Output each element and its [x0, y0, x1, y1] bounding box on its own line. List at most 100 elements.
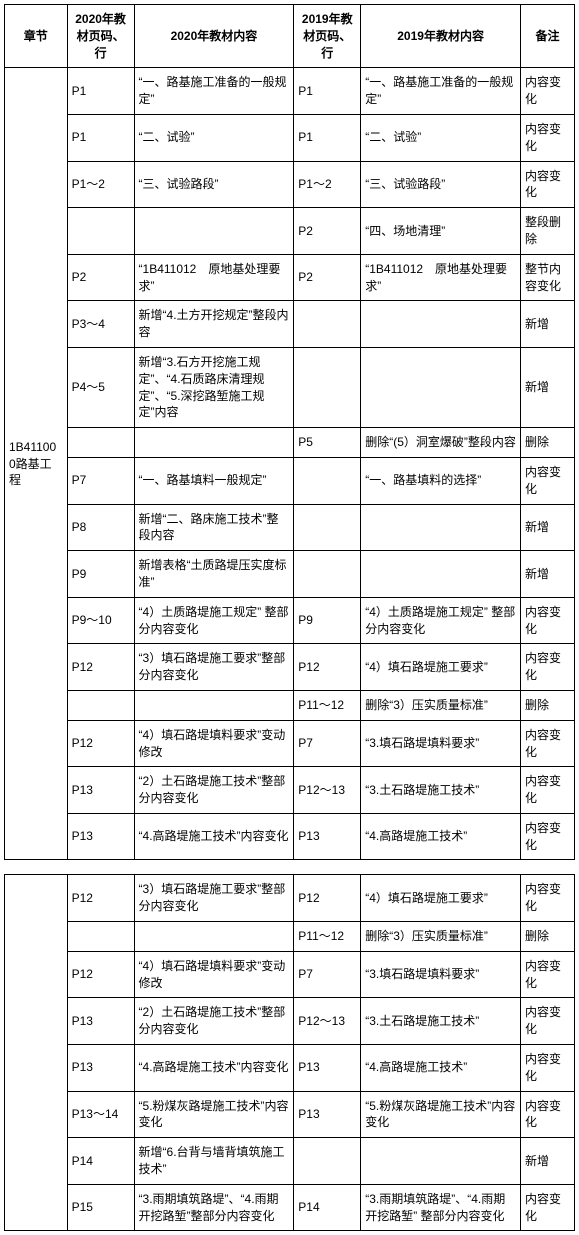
- chapter-cell-empty: [5, 875, 68, 1231]
- page2020-cell: P13: [67, 1045, 134, 1092]
- page2019-cell: [294, 301, 361, 348]
- remark-cell: 整节内容变化: [520, 254, 574, 301]
- page2019-cell: P13: [294, 1045, 361, 1092]
- header-chapter: 章节: [5, 5, 68, 68]
- header-remark: 备注: [520, 5, 574, 68]
- content2019-cell: [361, 301, 521, 348]
- page2019-cell: P2: [294, 254, 361, 301]
- table-row: P2“1B411012 原地基处理要求”P2“1B411012 原地基处理要求”…: [5, 254, 575, 301]
- page2020-cell: [67, 922, 134, 952]
- content2020-cell: [134, 428, 294, 458]
- remark-cell: 内容变化: [520, 951, 574, 998]
- remark-cell: 内容变化: [520, 161, 574, 208]
- table-row: P13“2）土石路堤施工技术”整部分内容变化P12～13“3.土石路堤施工技术”…: [5, 767, 575, 814]
- comparison-table-wrapper: 章节 2020年教材页码、行 2020年教材内容 2019年教材页码、行 201…: [4, 4, 575, 860]
- remark-cell: 内容变化: [520, 68, 574, 115]
- header-page2020: 2020年教材页码、行: [67, 5, 134, 68]
- content2019-cell: “3.土石路堤施工技术”: [361, 767, 521, 814]
- remark-cell: 新增: [520, 301, 574, 348]
- remark-cell: 删除: [520, 922, 574, 952]
- page2019-cell: P7: [294, 720, 361, 767]
- comparison-table-b: P12“3）填石路堤施工要求”整部分内容变化P12“4）填石路堤施工要求”内容变…: [4, 874, 575, 1231]
- content2019-cell: [361, 1138, 521, 1185]
- table-row: P2“四、场地清理”整段删除: [5, 208, 575, 255]
- page2019-cell: P12: [294, 644, 361, 691]
- remark-cell: 内容变化: [520, 720, 574, 767]
- remark-cell: 内容变化: [520, 1184, 574, 1231]
- table-row: P5删除“(5）洞室爆破”整段内容删除: [5, 428, 575, 458]
- comparison-table: 章节 2020年教材页码、行 2020年教材内容 2019年教材页码、行 201…: [4, 4, 575, 860]
- content2019-cell: “3.雨期填筑路堤”、“4.雨期开挖路堑” 整部分内容变化: [361, 1184, 521, 1231]
- content2019-cell: [361, 551, 521, 598]
- table-row: P13“2）土石路堤施工技术”整部分内容变化P12～13“3.土石路堤施工技术”…: [5, 998, 575, 1045]
- table-row: P13“4.高路堤施工技术”内容变化P13“4.高路堤施工技术”内容变化: [5, 813, 575, 860]
- remark-cell: 内容变化: [520, 875, 574, 922]
- page2019-cell: P14: [294, 1184, 361, 1231]
- header-content2019: 2019年教材内容: [361, 5, 521, 68]
- page2020-cell: P14: [67, 1138, 134, 1185]
- remark-cell: 新增: [520, 551, 574, 598]
- table-row: P1“二、试验”P1“二、试验”内容变化: [5, 114, 575, 161]
- content2020-cell: “三、试验路段”: [134, 161, 294, 208]
- content2019-cell: [361, 504, 521, 551]
- page2019-cell: P1: [294, 114, 361, 161]
- page2020-cell: P7: [67, 457, 134, 504]
- page2020-cell: P12: [67, 720, 134, 767]
- table-row: P11～12删除“3）压实质量标准”删除: [5, 922, 575, 952]
- content2019-cell: “4.高路堤施工技术”: [361, 813, 521, 860]
- remark-cell: 内容变化: [520, 1045, 574, 1092]
- content2019-cell: “一、路基施工准备的一般规定”: [361, 68, 521, 115]
- table-row: P1～2“三、试验路段”P1～2“三、试验路段”内容变化: [5, 161, 575, 208]
- page2020-cell: P8: [67, 504, 134, 551]
- content2020-cell: “1B411012 原地基处理要求”: [134, 254, 294, 301]
- content2020-cell: 新增“4.土方开挖规定”整段内容: [134, 301, 294, 348]
- remark-cell: 整段删除: [520, 208, 574, 255]
- page2020-cell: P4～5: [67, 347, 134, 427]
- page2020-cell: P9: [67, 551, 134, 598]
- page2020-cell: P1: [67, 114, 134, 161]
- content2020-cell: “4.高路堤施工技术”内容变化: [134, 1045, 294, 1092]
- header-page2019: 2019年教材页码、行: [294, 5, 361, 68]
- page2020-cell: [67, 428, 134, 458]
- content2019-cell: “4）填石路堤施工要求”: [361, 875, 521, 922]
- page2019-cell: P12～13: [294, 998, 361, 1045]
- remark-cell: 内容变化: [520, 1091, 574, 1138]
- comparison-table-wrapper-b: P12“3）填石路堤施工要求”整部分内容变化P12“4）填石路堤施工要求”内容变…: [4, 874, 575, 1231]
- remark-cell: 内容变化: [520, 644, 574, 691]
- content2019-cell: “3.土石路堤施工技术”: [361, 998, 521, 1045]
- table-row: P12“3）填石路堤施工要求”整部分内容变化P12“4）填石路堤施工要求”内容变…: [5, 644, 575, 691]
- page2019-cell: P11～12: [294, 690, 361, 720]
- content2020-cell: 新增表格“土质路堤压实度标准”: [134, 551, 294, 598]
- page2019-cell: P13: [294, 813, 361, 860]
- content2019-cell: “5.粉煤灰路堤施工技术”内容变化: [361, 1091, 521, 1138]
- content2019-cell: 删除“3）压实质量标准”: [361, 922, 521, 952]
- header-row: 章节 2020年教材页码、行 2020年教材内容 2019年教材页码、行 201…: [5, 5, 575, 68]
- page2019-cell: P1～2: [294, 161, 361, 208]
- content2020-cell: “4.高路堤施工技术”内容变化: [134, 813, 294, 860]
- table-row: P8新增“二、路床施工技术”整段内容新增: [5, 504, 575, 551]
- table-row: P13～14“5.粉煤灰路堤施工技术”内容变化P13“5.粉煤灰路堤施工技术”内…: [5, 1091, 575, 1138]
- table-row: P14新增“6.台背与墙背填筑施工技术”新增: [5, 1138, 575, 1185]
- page2019-cell: P2: [294, 208, 361, 255]
- page2020-cell: P15: [67, 1184, 134, 1231]
- page2019-cell: P12: [294, 875, 361, 922]
- page2020-cell: P12: [67, 951, 134, 998]
- content2019-cell: “3.填石路堤填料要求”: [361, 951, 521, 998]
- remark-cell: 内容变化: [520, 597, 574, 644]
- table-row: P3～4新增“4.土方开挖规定”整段内容新增: [5, 301, 575, 348]
- page2019-cell: P9: [294, 597, 361, 644]
- content2019-cell: “4）土质路堤施工规定” 整部分内容变化: [361, 597, 521, 644]
- content2020-cell: 新增“二、路床施工技术”整段内容: [134, 504, 294, 551]
- content2019-cell: “4.高路堤施工技术”: [361, 1045, 521, 1092]
- content2020-cell: “3.雨期填筑路堤”、“4.雨期开挖路堑”整部分内容变化: [134, 1184, 294, 1231]
- remark-cell: 内容变化: [520, 813, 574, 860]
- content2020-cell: “一、路基填料一般规定”: [134, 457, 294, 504]
- page2020-cell: P1～2: [67, 161, 134, 208]
- table-body-b: P12“3）填石路堤施工要求”整部分内容变化P12“4）填石路堤施工要求”内容变…: [5, 875, 575, 1231]
- page2020-cell: P13～14: [67, 1091, 134, 1138]
- page2020-cell: P12: [67, 644, 134, 691]
- content2019-cell: “1B411012 原地基处理要求”: [361, 254, 521, 301]
- page2019-cell: P5: [294, 428, 361, 458]
- content2020-cell: [134, 690, 294, 720]
- table-row: P4～5新增“3.石方开挖施工规定”、“4.石质路床清理规定”、“5.深挖路堑施…: [5, 347, 575, 427]
